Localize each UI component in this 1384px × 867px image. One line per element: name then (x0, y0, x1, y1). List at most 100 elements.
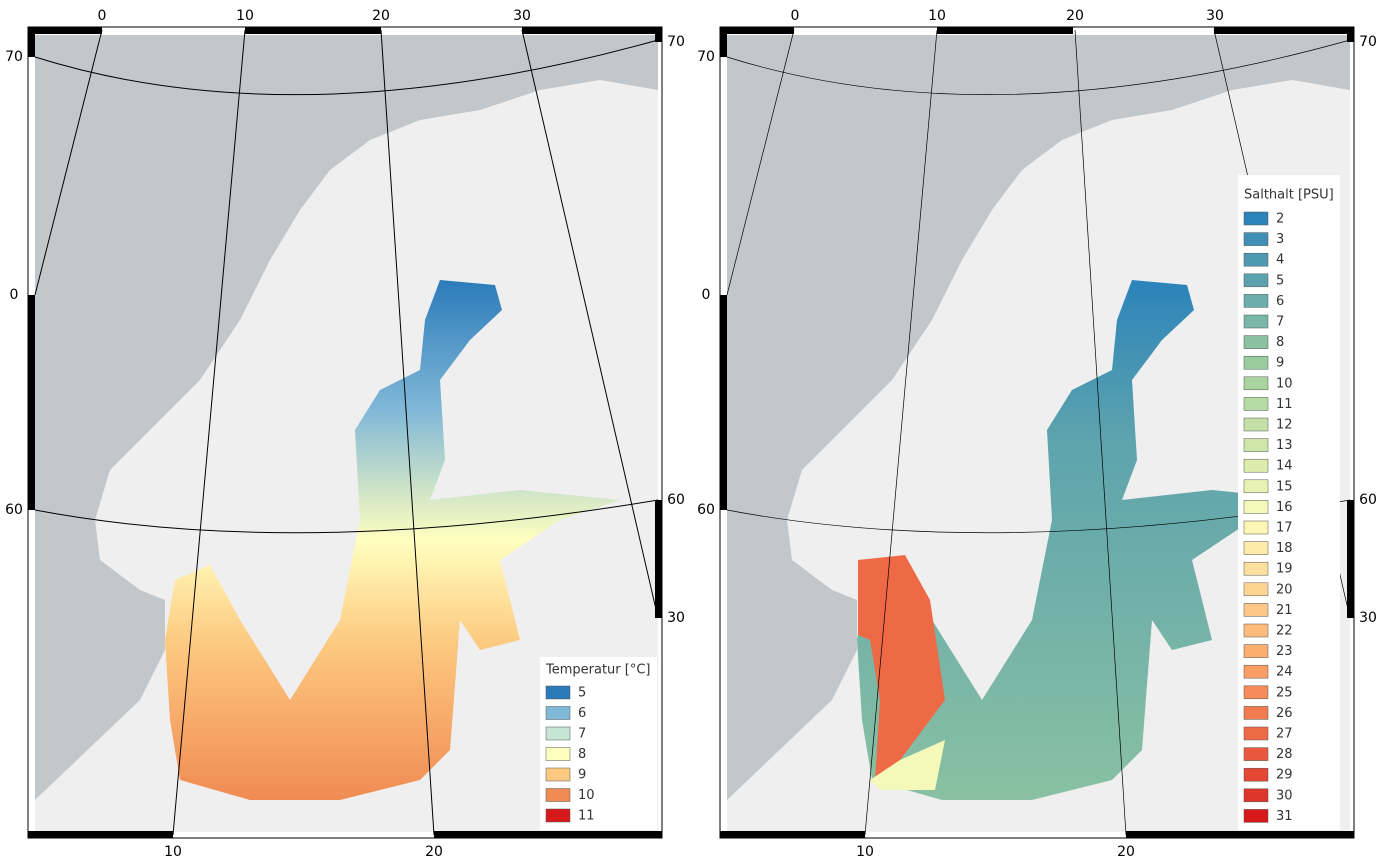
legend-label: 17 (1276, 521, 1293, 536)
legend-label: 13 (1276, 438, 1293, 453)
legend-swatch (1243, 561, 1269, 576)
legend-swatch (1243, 520, 1269, 535)
legend-label: 8 (1276, 335, 1284, 350)
legend-swatch (1243, 417, 1269, 432)
lon-label: 10 (164, 844, 182, 860)
legend-swatch (1243, 809, 1269, 823)
lat-label: 0 (702, 287, 711, 303)
lat-label: 60 (5, 502, 23, 518)
legend-swatch (1243, 582, 1269, 597)
legend-label: 25 (1276, 685, 1293, 700)
lon-label: 10 (236, 8, 254, 24)
lat-label: 0 (10, 287, 19, 303)
legend-label: 4 (1276, 253, 1284, 268)
legend-swatch (545, 685, 571, 700)
legend-swatch (1243, 232, 1269, 246)
legend-swatch (1243, 438, 1269, 452)
legend-title: Salthalt [PSU] (1244, 188, 1334, 203)
legend-swatch (1243, 541, 1269, 555)
legend-swatch (545, 706, 571, 720)
kattegat-high-salinity (858, 555, 945, 780)
legend-swatch (545, 726, 571, 741)
legend-label: 6 (1276, 294, 1284, 309)
legend-swatch (1243, 706, 1269, 720)
legend-swatch (1243, 294, 1269, 308)
lat-label: 70 (697, 49, 715, 65)
legend-swatch (1243, 252, 1269, 267)
graticule (34, 29, 659, 836)
legend-label: 21 (1276, 603, 1293, 618)
legend-label: 10 (1276, 376, 1293, 391)
legend-swatch (1243, 355, 1269, 370)
legend-swatch (1243, 314, 1269, 329)
legend-swatch (1243, 644, 1269, 658)
legend-label: 5 (1276, 273, 1284, 288)
legend-swatch (1243, 603, 1269, 617)
legend-label: 19 (1276, 562, 1293, 577)
legend-label: 20 (1276, 582, 1293, 597)
legend-label: 11 (578, 809, 595, 824)
legend-swatch (545, 747, 571, 761)
legend-label: 23 (1276, 644, 1293, 659)
legend-label: 27 (1276, 727, 1293, 742)
legend-swatch (545, 767, 571, 782)
legend-swatch (545, 808, 571, 823)
legend-label: 5 (578, 686, 586, 701)
legend-label: 11 (1276, 397, 1293, 412)
legend-label: 14 (1276, 459, 1293, 474)
lat-label: 70 (1359, 34, 1377, 50)
legend-swatch (1243, 458, 1269, 473)
legend-label: 31 (1276, 809, 1293, 824)
lat-label: 70 (667, 34, 685, 50)
legend-swatch (545, 788, 571, 802)
legend-label: 30 (1276, 788, 1293, 803)
legend-label: 18 (1276, 541, 1293, 556)
legend-swatch (1243, 397, 1269, 411)
legend-swatch (1243, 376, 1269, 391)
belt-salinity (870, 740, 945, 790)
legend-label: 7 (578, 727, 586, 742)
lon-label: 30 (1206, 8, 1224, 24)
lat-label: 60 (697, 502, 715, 518)
legend-label: 26 (1276, 706, 1293, 721)
legend-title: Temperatur [°C] (545, 663, 651, 678)
legend-swatch (1243, 788, 1269, 803)
lon-label: 0 (98, 8, 107, 24)
lon-label: 20 (1066, 8, 1084, 24)
legend-swatch (1243, 623, 1269, 638)
lon-label: 10 (928, 8, 946, 24)
lon-label: 0 (791, 8, 800, 24)
legend-box (540, 657, 657, 830)
legend-label: 2 (1276, 212, 1284, 227)
legend-swatch (1243, 664, 1269, 679)
legend-label: 6 (578, 706, 586, 721)
lon-label: 20 (372, 8, 390, 24)
frame-bars (720, 27, 1354, 838)
legend-label: 10 (578, 788, 595, 803)
legend-label: 24 (1276, 665, 1293, 680)
lat-label: 60 (667, 492, 685, 508)
legend-swatch (1243, 273, 1269, 288)
legend-swatch (1243, 685, 1269, 700)
lon-label: 30 (513, 8, 531, 24)
legend-swatch (1243, 335, 1269, 349)
legend-label: 7 (1276, 315, 1284, 330)
lon-label: 20 (425, 844, 443, 860)
legend-label: 9 (578, 768, 586, 783)
frame-bars (28, 27, 662, 838)
legend-swatch (1243, 500, 1269, 514)
legend-label: 3 (1276, 232, 1284, 247)
legend-swatch (1243, 747, 1269, 761)
legend-label: 29 (1276, 768, 1293, 783)
lat-label: 30 (1359, 610, 1377, 626)
legend-label: 12 (1276, 418, 1293, 433)
legend-swatch (1243, 767, 1269, 782)
lat-label: 60 (1359, 492, 1377, 508)
lon-label: 10 (856, 844, 874, 860)
legend-label: 28 (1276, 747, 1293, 762)
legend-label: 8 (578, 747, 586, 762)
legend-label: 15 (1276, 479, 1293, 494)
legend-swatch (1243, 479, 1269, 494)
lat-label: 30 (667, 610, 685, 626)
